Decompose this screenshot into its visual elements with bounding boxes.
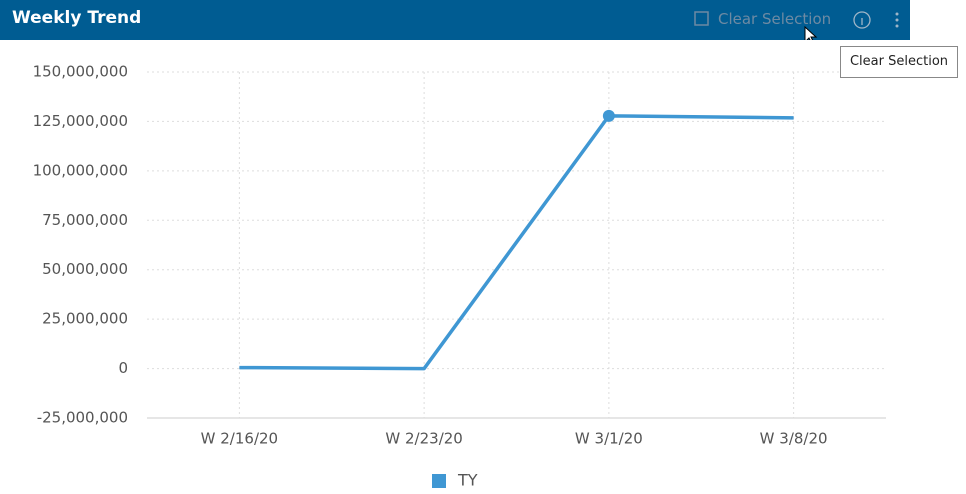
more-dot[interactable] <box>895 18 899 22</box>
y-tick-label: 25,000,000 <box>42 310 128 328</box>
legend-swatch <box>432 474 446 488</box>
y-tick-label: -25,000,000 <box>37 409 128 427</box>
selected-point <box>602 109 615 122</box>
more-dot[interactable] <box>895 24 899 28</box>
tooltip: Clear Selection <box>840 46 958 78</box>
legend-label: TY <box>457 471 478 490</box>
visual-title: Weekly Trend <box>12 8 142 28</box>
clear-selection-button[interactable]: Clear Selection <box>718 10 832 28</box>
x-tick-label: W 2/23/20 <box>385 430 462 448</box>
clear-icon <box>694 11 709 26</box>
x-tick-label: W 2/16/20 <box>201 430 278 448</box>
more-dot[interactable] <box>895 12 899 16</box>
header-bar: Weekly Trend Clear Selection <box>0 0 910 40</box>
y-tick-label: 100,000,000 <box>33 161 128 179</box>
info-icon[interactable] <box>853 11 871 29</box>
cursor <box>804 25 818 40</box>
y-tick-label: 75,000,000 <box>42 211 128 229</box>
line <box>239 114 794 371</box>
y-tick-label: 125,000,000 <box>33 112 128 130</box>
y-tick-label: 0 <box>118 359 128 377</box>
header-icons <box>694 11 899 40</box>
x-tick-label: W 3/8/20 <box>760 430 828 448</box>
y-tick-label: 50,000,000 <box>42 260 128 278</box>
y-tick-label: 150,000,000 <box>33 63 128 81</box>
x-tick-label: W 3/1/20 <box>575 430 643 448</box>
